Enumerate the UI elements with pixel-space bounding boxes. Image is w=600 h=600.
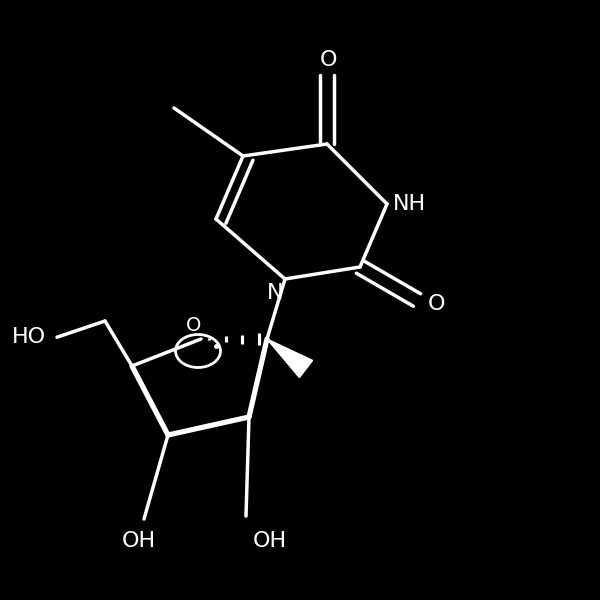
Text: NH: NH	[392, 194, 426, 214]
Text: OH: OH	[122, 531, 156, 551]
Text: O: O	[185, 316, 201, 335]
Text: OH: OH	[253, 531, 287, 551]
Text: O: O	[428, 294, 446, 314]
Text: N: N	[266, 283, 283, 303]
Text: HO: HO	[12, 327, 46, 347]
Text: O: O	[320, 50, 338, 70]
Polygon shape	[267, 339, 313, 377]
